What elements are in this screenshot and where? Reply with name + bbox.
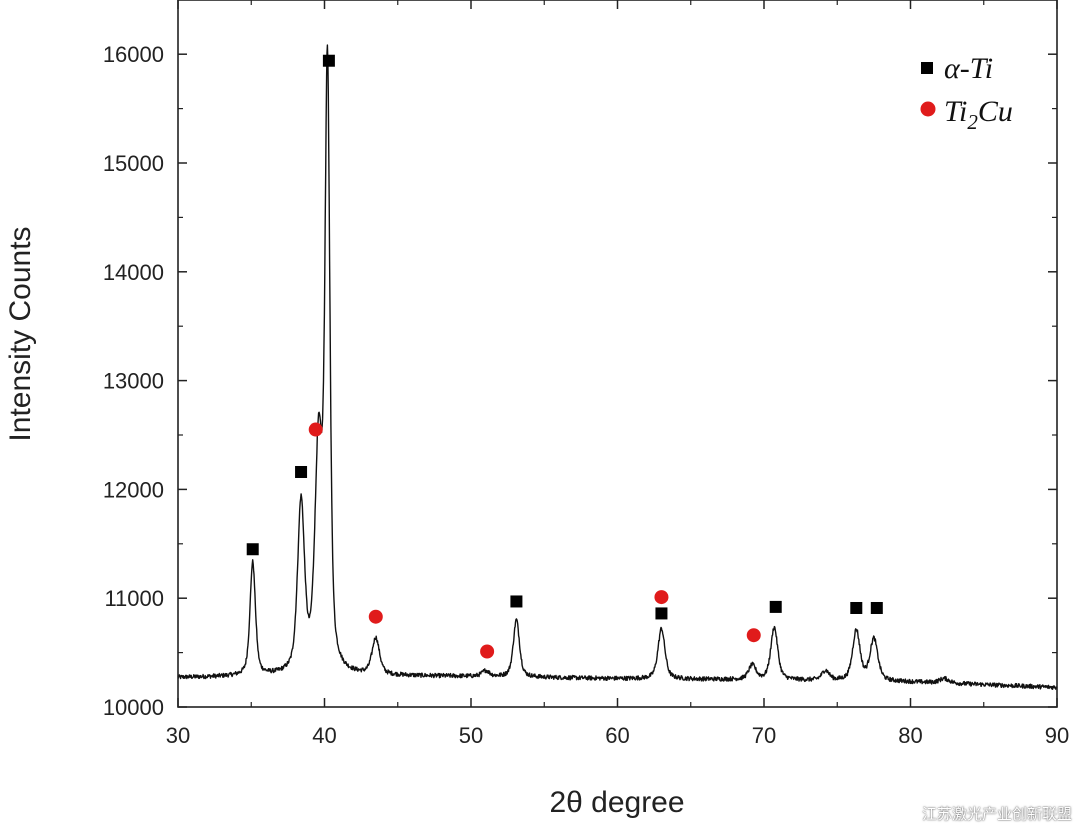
y-tick-label: 16000 [103, 42, 164, 67]
y-tick-label: 10000 [103, 695, 164, 720]
alpha-ti-marker [769, 600, 782, 613]
x-axis-title: 2θ degree [549, 786, 684, 819]
ti2cu-marker [480, 644, 495, 659]
y-axis-title: Intensity Counts [4, 226, 37, 441]
y-tick-label: 12000 [103, 477, 164, 502]
watermark: 江苏激光产业创新联盟 [921, 805, 1072, 823]
legend-alpha-ti-label: α-Ti [944, 52, 993, 85]
x-tick-label: 90 [1045, 723, 1069, 748]
legend: α-Ti Ti2Cu [920, 52, 1013, 134]
x-tick-label: 80 [898, 723, 922, 748]
alpha-ti-marker [322, 54, 335, 67]
alpha-ti-marker [655, 607, 668, 620]
ti2cu-marker [368, 609, 383, 624]
ti2cu-marker [654, 590, 669, 605]
alpha-ti-marker [870, 601, 883, 614]
x-tick-label: 50 [459, 723, 483, 748]
axes-layer: 30 40 50 60 70 80 90 10000 11000 12000 13000 14000 1… [103, 0, 1069, 748]
alpha-ti-marker [510, 595, 523, 608]
y-tick-label: 13000 [103, 369, 164, 394]
alpha-ti-marker [850, 601, 863, 614]
x-tick-label: 70 [752, 723, 776, 748]
legend-ti2cu-label: Ti2Cu [944, 95, 1013, 134]
x-tick-label: 40 [312, 723, 336, 748]
legend-ti2cu-swatch [920, 101, 936, 117]
marker-layer [246, 54, 883, 659]
x-tick-label: 60 [605, 723, 629, 748]
y-tick-label: 14000 [103, 260, 164, 285]
ti2cu-marker [746, 628, 761, 643]
y-tick-label: 15000 [103, 151, 164, 176]
ti2cu-marker [308, 422, 323, 437]
plot-layer [177, 44, 1058, 690]
diffraction-line [177, 44, 1058, 690]
alpha-ti-marker [246, 543, 259, 556]
alpha-ti-marker [295, 465, 308, 478]
legend-alpha-ti-swatch [921, 62, 933, 74]
y-tick-label: 11000 [104, 586, 164, 611]
x-tick-label: 30 [166, 723, 190, 748]
